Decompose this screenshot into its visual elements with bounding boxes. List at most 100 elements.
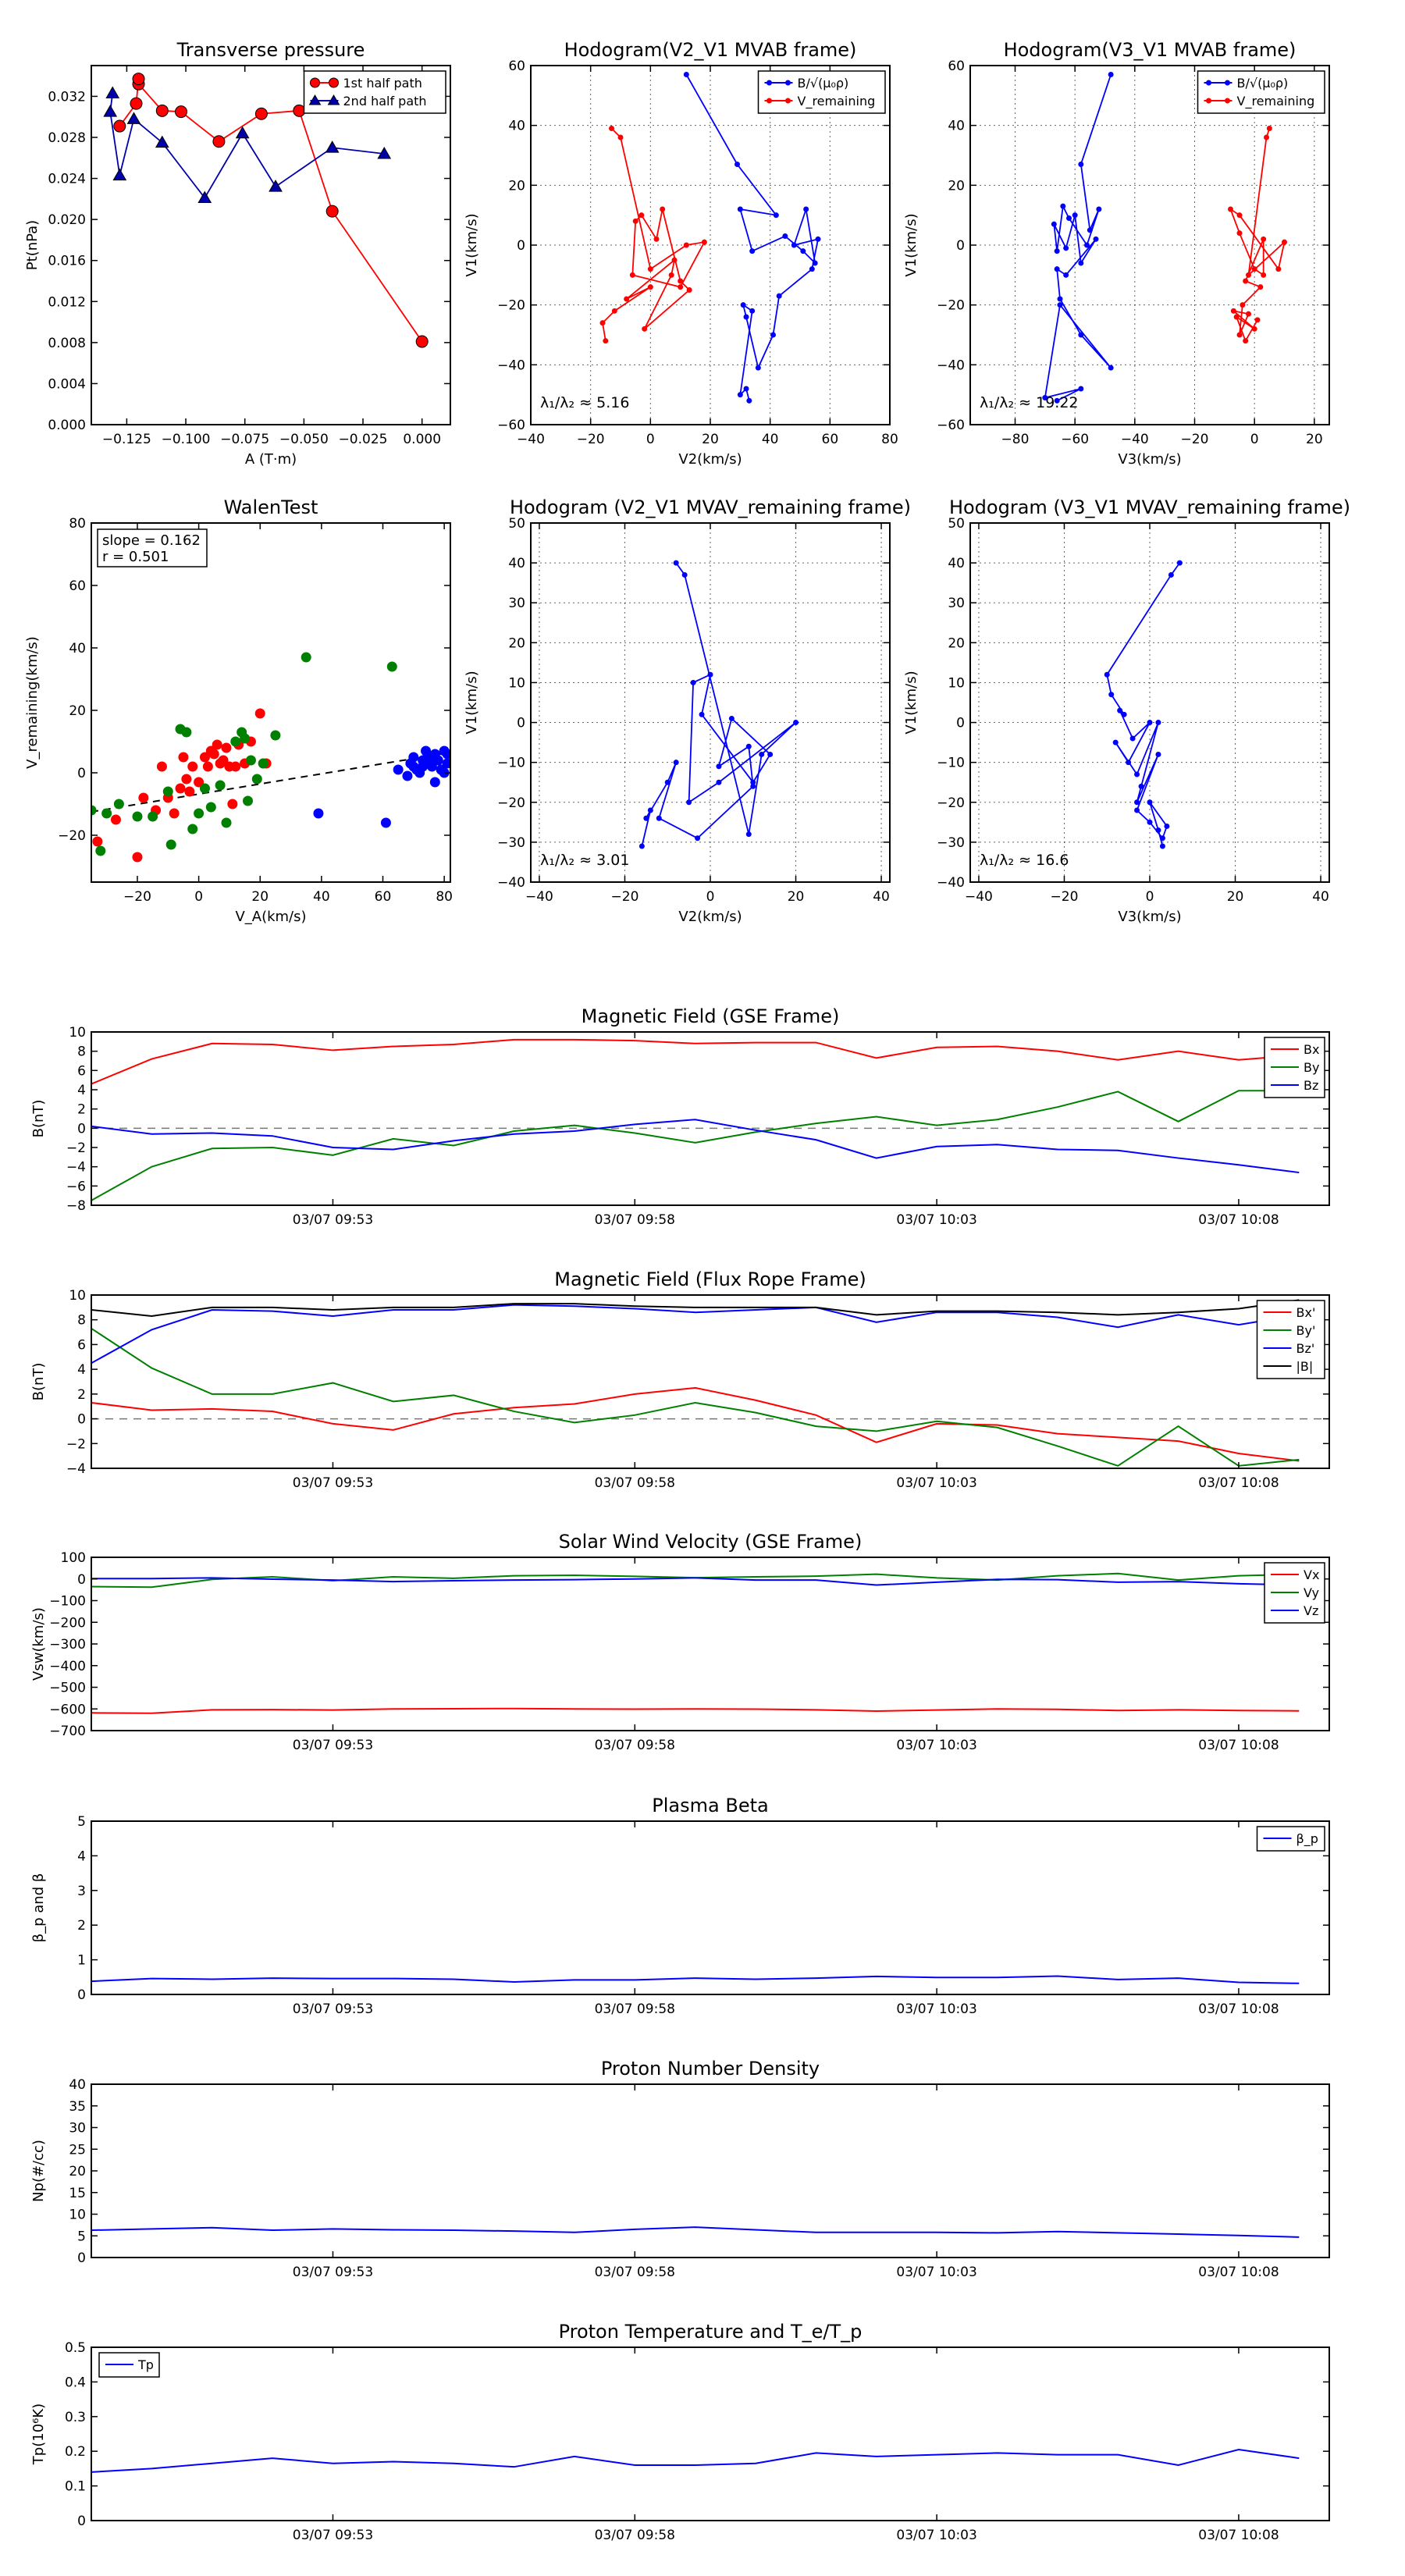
data-point	[1108, 692, 1115, 698]
series-line-2	[91, 1090, 1300, 1201]
x-tick-label: −40	[517, 432, 545, 447]
data-point	[1246, 311, 1251, 317]
x-tick-label: 40	[873, 889, 890, 905]
y-tick-label: 0	[77, 2514, 86, 2529]
stats-text: r = 0.501	[102, 549, 169, 565]
y-tick-label: 0.1	[65, 2479, 86, 2495]
data-point	[95, 845, 106, 856]
legend-marker	[310, 77, 320, 88]
data-point	[1093, 236, 1099, 242]
data-point	[1147, 819, 1153, 825]
data-point	[1057, 296, 1063, 302]
data-point	[1138, 783, 1144, 789]
series-group	[91, 1038, 1300, 1201]
x-tick-label: −20	[611, 889, 639, 905]
series-group	[91, 1572, 1300, 1714]
data-point	[683, 72, 689, 77]
data-point	[105, 86, 120, 98]
data-point	[643, 815, 649, 821]
x-tick-label: 20	[251, 889, 269, 905]
data-point	[113, 799, 124, 809]
x-tick-label: 03/07 10:08	[1198, 1475, 1279, 1491]
data-point	[755, 365, 761, 371]
data-point	[126, 112, 141, 124]
data-point	[673, 760, 679, 766]
plot-area	[91, 1821, 1329, 1994]
y-tick-label: 10	[69, 1288, 86, 1304]
y-tick-label: 40	[508, 119, 525, 134]
data-point	[132, 811, 143, 822]
data-point	[212, 135, 226, 148]
legend-label: Bz	[1304, 1078, 1318, 1093]
data-point	[759, 751, 765, 757]
data-point	[1134, 807, 1140, 813]
x-tick-label: 03/07 10:08	[1198, 2528, 1279, 2543]
x-tick-label: 03/07 09:53	[293, 2528, 373, 2543]
y-tick-label: 0	[77, 1572, 86, 1588]
data-point	[148, 811, 158, 822]
data-point	[647, 266, 653, 272]
y-tick-label: 20	[508, 178, 525, 194]
data-point	[737, 392, 743, 398]
data-point	[745, 831, 752, 838]
chart-title: Hodogram (V3_V1 MVAV_remaining frame)	[949, 496, 1350, 518]
data-point	[749, 308, 756, 314]
data-point	[1078, 162, 1084, 167]
eigen-ratio-annotation: λ₁/λ₂ ≈ 5.16	[540, 394, 629, 411]
y-axis-label: V1(km/s)	[903, 671, 919, 734]
data-point	[1266, 126, 1272, 131]
plot-area	[91, 1557, 1329, 1731]
x-tick-label: −20	[123, 889, 151, 905]
chart-title: Transverse pressure	[176, 39, 365, 61]
data-point	[258, 758, 269, 769]
y-tick-label: 0.008	[48, 336, 86, 351]
legend-label: B/√(μ₀ρ)	[798, 76, 849, 91]
series-line-1	[1106, 562, 1181, 847]
legend: Bx' By' Bz' |B|	[1256, 1300, 1325, 1379]
y-tick-label: −40	[937, 875, 965, 891]
y-tick-label: 20	[69, 703, 86, 719]
series-line-4	[91, 1299, 1300, 1317]
data-point	[690, 679, 696, 685]
y-tick-label: 1	[77, 1953, 86, 1969]
data-point	[1159, 835, 1165, 841]
y-tick-label: 50	[508, 516, 525, 532]
y-tick-label: 2	[77, 1918, 86, 1934]
x-axis-label: V3(km/s)	[1118, 451, 1181, 468]
y-tick-label: 4	[77, 1848, 86, 1864]
y-tick-label: 0.2	[65, 2444, 86, 2460]
x-axis-label: V2(km/s)	[678, 451, 742, 468]
series-line-1	[91, 1038, 1300, 1085]
data-point	[132, 852, 143, 863]
data-point	[112, 168, 127, 181]
legend: Vx Vy Vz	[1264, 1562, 1325, 1624]
x-tick-label: 03/07 10:08	[1198, 2265, 1279, 2280]
data-point	[199, 752, 210, 763]
y-tick-label: 40	[508, 556, 525, 571]
series-group	[91, 2448, 1300, 2473]
y-tick-label: −20	[497, 795, 525, 811]
legend-label: 2nd half path	[343, 94, 427, 109]
series-group	[91, 652, 450, 863]
data-point	[408, 752, 419, 763]
data-point	[1054, 397, 1060, 404]
x-tick-label: 60	[375, 889, 392, 905]
data-point	[235, 126, 250, 139]
data-point	[624, 296, 630, 302]
y-tick-label: 0.028	[48, 130, 86, 146]
y-tick-label: −300	[49, 1637, 86, 1653]
legend-label: Vz	[1304, 1603, 1318, 1618]
data-point	[91, 805, 97, 816]
data-point	[740, 302, 746, 308]
data-point	[1230, 308, 1236, 314]
x-tick-label: −0.125	[102, 432, 151, 447]
y-tick-label: 15	[69, 2186, 86, 2201]
data-point	[1134, 799, 1140, 806]
series-line-1	[91, 1975, 1300, 1984]
data-point	[776, 293, 782, 299]
legend-label: Vx	[1304, 1567, 1319, 1582]
chart-title: Hodogram(V3_V1 MVAB frame)	[1004, 39, 1297, 61]
data-point	[1159, 843, 1165, 849]
data-point	[1054, 266, 1060, 272]
